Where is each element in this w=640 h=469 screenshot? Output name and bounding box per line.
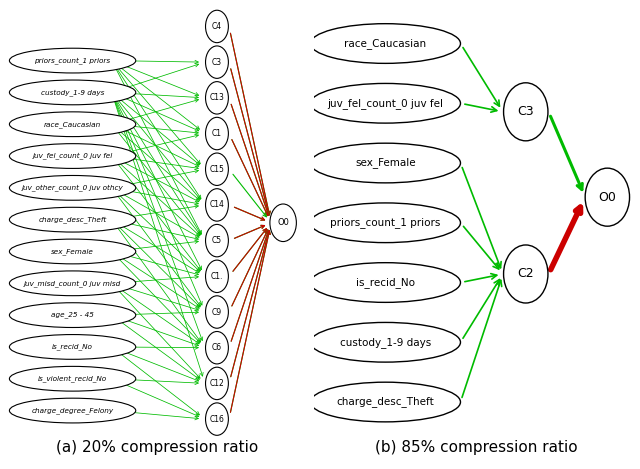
- Text: (b) 85% compression ratio: (b) 85% compression ratio: [376, 440, 578, 455]
- Text: is_recid_No: is_recid_No: [52, 344, 93, 350]
- Circle shape: [585, 168, 630, 226]
- Circle shape: [205, 296, 228, 328]
- Text: O0: O0: [277, 218, 289, 227]
- Text: O0: O0: [598, 191, 616, 204]
- Ellipse shape: [10, 303, 136, 327]
- Text: C1.: C1.: [211, 272, 223, 281]
- Text: C9: C9: [212, 308, 222, 317]
- Ellipse shape: [310, 382, 461, 422]
- Ellipse shape: [310, 203, 461, 242]
- Text: is_violent_recid_No: is_violent_recid_No: [38, 375, 107, 382]
- Ellipse shape: [10, 80, 136, 105]
- Text: juv_fel_count_0 juv fel: juv_fel_count_0 juv fel: [328, 98, 444, 109]
- Ellipse shape: [10, 144, 136, 168]
- Text: is_recid_No: is_recid_No: [356, 277, 415, 288]
- Circle shape: [205, 367, 228, 400]
- Ellipse shape: [10, 175, 136, 200]
- Text: custody_1-9 days: custody_1-9 days: [41, 89, 104, 96]
- Text: age_25 - 45: age_25 - 45: [51, 312, 94, 318]
- Text: C6: C6: [212, 343, 222, 352]
- Circle shape: [504, 245, 548, 303]
- Text: C4: C4: [212, 22, 222, 31]
- Ellipse shape: [10, 398, 136, 423]
- Ellipse shape: [310, 263, 461, 303]
- Text: C3: C3: [518, 106, 534, 118]
- Ellipse shape: [310, 23, 461, 63]
- Circle shape: [205, 224, 228, 257]
- Text: race_Caucasian: race_Caucasian: [44, 121, 101, 128]
- Text: C16: C16: [209, 415, 225, 424]
- Ellipse shape: [310, 322, 461, 362]
- Circle shape: [205, 46, 228, 78]
- Circle shape: [205, 10, 228, 43]
- Text: juv_other_count_0 juv othcy: juv_other_count_0 juv othcy: [22, 184, 124, 191]
- Text: priors_count_1 priors: priors_count_1 priors: [330, 217, 440, 228]
- Text: sex_Female: sex_Female: [355, 158, 416, 168]
- Text: C3: C3: [212, 58, 222, 67]
- Ellipse shape: [10, 271, 136, 295]
- Text: C13: C13: [209, 93, 225, 102]
- Text: race_Caucasian: race_Caucasian: [344, 38, 426, 49]
- Circle shape: [504, 83, 548, 141]
- Circle shape: [205, 189, 228, 221]
- Text: juv_fel_count_0 juv fel: juv_fel_count_0 juv fel: [33, 152, 113, 159]
- Ellipse shape: [10, 112, 136, 136]
- Text: sex_Female: sex_Female: [51, 248, 94, 255]
- Circle shape: [205, 332, 228, 364]
- Ellipse shape: [310, 83, 461, 123]
- Ellipse shape: [10, 48, 136, 73]
- Ellipse shape: [310, 143, 461, 183]
- Circle shape: [205, 82, 228, 114]
- Text: charge_desc_Theft: charge_desc_Theft: [337, 397, 435, 408]
- Text: priors_count_1 priors: priors_count_1 priors: [35, 57, 111, 64]
- Circle shape: [205, 260, 228, 293]
- Text: C1: C1: [212, 129, 222, 138]
- Circle shape: [205, 117, 228, 150]
- Ellipse shape: [10, 366, 136, 391]
- Text: C12: C12: [209, 379, 225, 388]
- Text: charge_degree_Felony: charge_degree_Felony: [31, 407, 114, 414]
- Text: C14: C14: [209, 200, 225, 210]
- Circle shape: [205, 153, 228, 185]
- Text: custody_1-9 days: custody_1-9 days: [340, 337, 431, 348]
- Circle shape: [270, 204, 296, 242]
- Text: C2: C2: [518, 267, 534, 280]
- Circle shape: [205, 403, 228, 435]
- Ellipse shape: [10, 334, 136, 359]
- Text: charge_desc_Theft: charge_desc_Theft: [38, 216, 107, 223]
- Ellipse shape: [10, 239, 136, 264]
- Text: juv_misd_count_0 juv misd: juv_misd_count_0 juv misd: [24, 280, 121, 287]
- Text: (a) 20% compression ratio: (a) 20% compression ratio: [56, 440, 258, 455]
- Text: C5: C5: [212, 236, 222, 245]
- Text: C15: C15: [209, 165, 225, 174]
- Ellipse shape: [10, 207, 136, 232]
